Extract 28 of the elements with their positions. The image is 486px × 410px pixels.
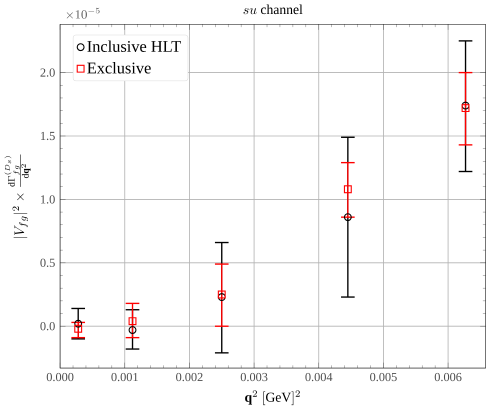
point	[128, 326, 136, 334]
y-tick-label: 0.0	[40, 322, 55, 331]
point	[344, 185, 352, 194]
x-axis-title: $\mathbf{q}^2\ [\mathrm{GeV}]^2$	[245, 390, 300, 406]
x-tick-label: 0.001	[111, 373, 138, 382]
point	[462, 104, 470, 112]
text: $\times10^{-5}$	[66, 8, 100, 19]
point	[218, 290, 226, 299]
legend-label: Exclusive	[87, 62, 151, 74]
point	[128, 317, 136, 326]
point	[74, 324, 82, 333]
legend-label: Inclusive HLT	[87, 40, 181, 52]
point	[74, 320, 82, 328]
x-tick-label: 0.000	[46, 373, 74, 382]
point	[344, 213, 352, 222]
y-tick-label: 1.5	[41, 132, 55, 140]
y-tick-label: 1.0	[41, 195, 55, 204]
x-tick-label: 0.003	[240, 373, 268, 382]
y-tick-label: 0.5	[40, 258, 55, 268]
point	[462, 102, 470, 110]
y-axis-title: $|V_{fg}|^2\times\frac{\mathrm{d}\Gamma^{(D_s)}_{fg}}{\mathrm{d}\mathbf{q}^2}$	[4, 154, 31, 238]
x-tick-label: 0.002	[176, 373, 203, 382]
chart-title: $su\ \mathrm{channel}$	[244, 4, 303, 14]
x-tick-label: 0.005	[370, 373, 397, 382]
x-tick-label: 0.004	[305, 373, 332, 382]
y-tick-label: 2.0	[40, 68, 55, 77]
x-tick-label: 0.006	[434, 373, 462, 382]
point	[218, 293, 226, 302]
